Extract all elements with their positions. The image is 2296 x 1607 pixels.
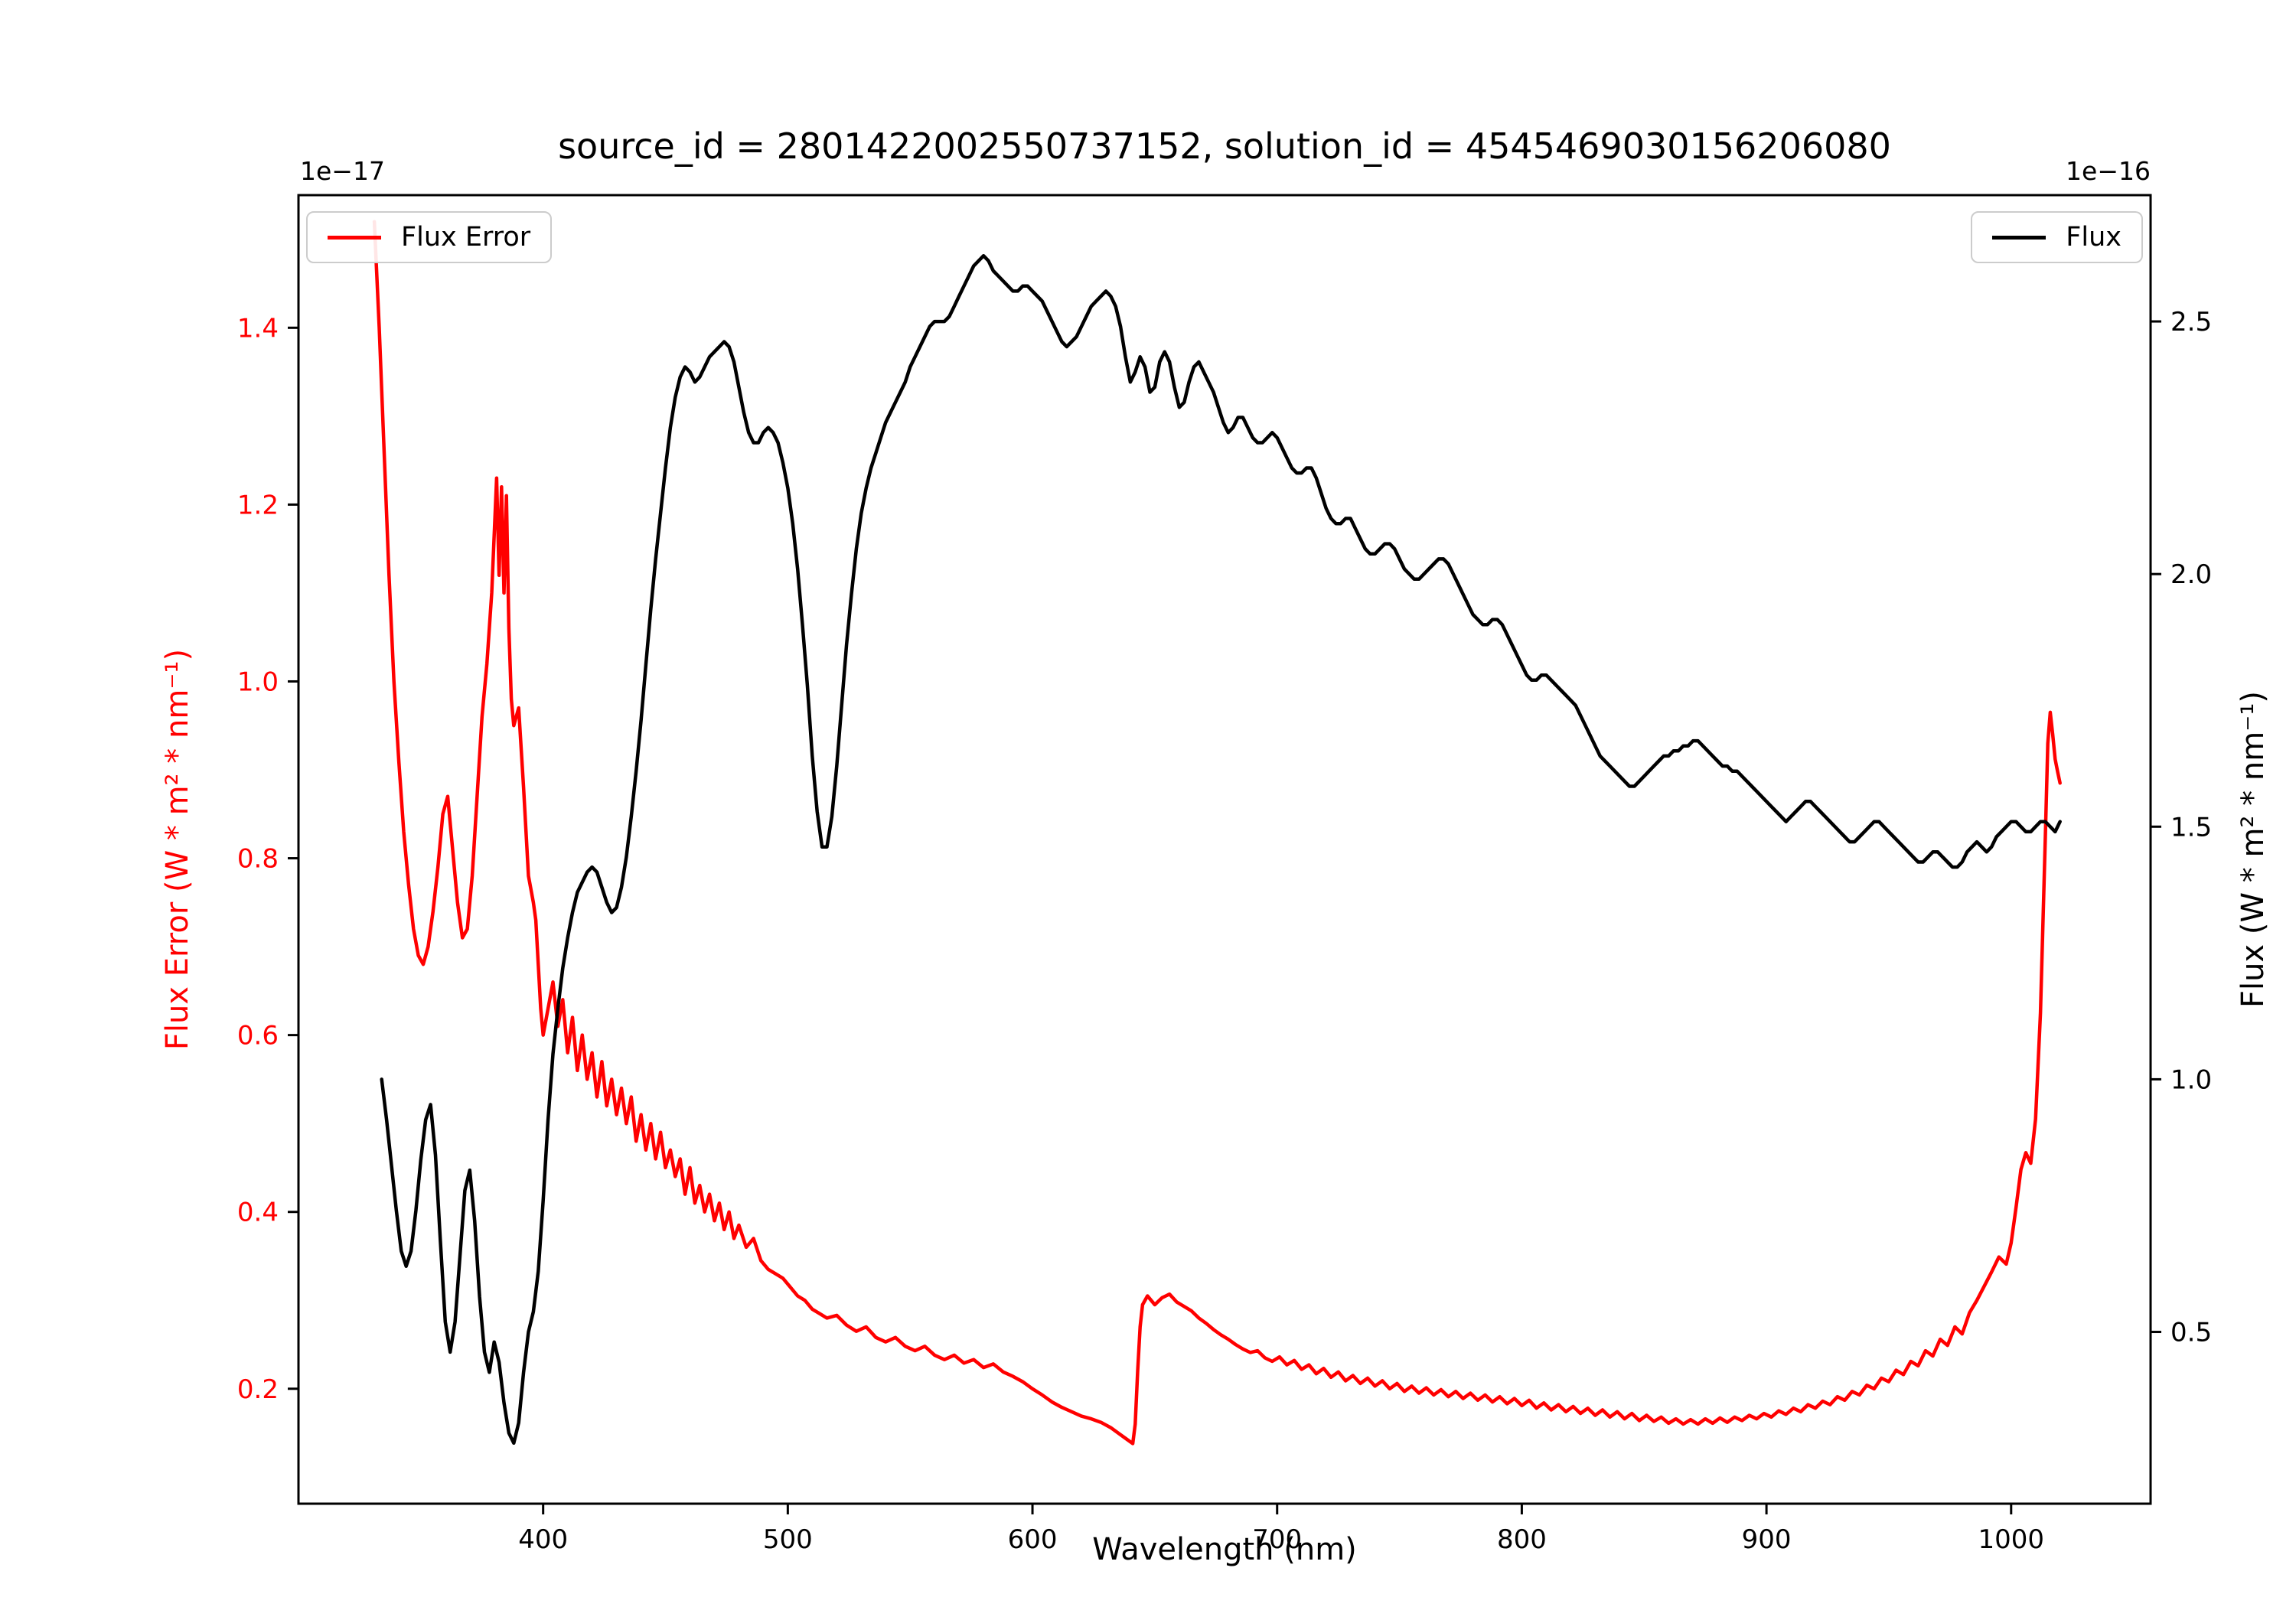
- flux-legend-line-icon: [1992, 235, 2047, 240]
- right-tick-label: 1.0: [2170, 1064, 2212, 1095]
- x-tick-label: 600: [1008, 1524, 1058, 1555]
- legend-flux: Flux: [1971, 211, 2143, 263]
- flux-error-legend-label: Flux Error: [401, 222, 531, 253]
- left-tick-label: 1.0: [237, 667, 279, 697]
- right-tick-label: 2.5: [2170, 307, 2212, 337]
- flux-error-legend-line-icon: [328, 235, 381, 240]
- right-tick-label: 2.0: [2170, 559, 2212, 590]
- left-tick-label: 0.8: [237, 844, 279, 875]
- left-tick-label: 1.4: [237, 313, 279, 344]
- x-tick-label: 400: [518, 1524, 568, 1555]
- left-y-axis-label: Flux Error (W * m² * nm⁻¹): [160, 648, 195, 1051]
- chart-title: source_id = 2801422002550737152, solutio…: [558, 125, 1891, 167]
- x-tick-label: 900: [1742, 1524, 1792, 1555]
- left-tick-label: 0.6: [237, 1021, 279, 1051]
- legend-flux-error: Flux Error: [306, 211, 553, 263]
- plot-border: [297, 194, 2152, 1505]
- left-tick-label: 0.2: [237, 1374, 279, 1405]
- flux-line: [380, 253, 2062, 1446]
- right-y-axis-label: Flux (W * m² * nm⁻¹): [2236, 691, 2271, 1008]
- x-tick-label: 700: [1252, 1524, 1302, 1555]
- left-axis-offset-text: 1e−17: [300, 156, 385, 186]
- x-axis-label: Wavelength (nm): [1092, 1532, 1357, 1567]
- right-tick-label: 0.5: [2170, 1318, 2212, 1348]
- x-tick-label: 800: [1497, 1524, 1547, 1555]
- right-tick-label: 1.5: [2170, 812, 2212, 843]
- left-tick-label: 0.4: [237, 1198, 279, 1228]
- flux-legend-label: Flux: [2066, 222, 2122, 253]
- x-tick-label: 500: [763, 1524, 813, 1555]
- left-tick-label: 1.2: [237, 490, 279, 520]
- flux-error-line: [372, 220, 2062, 1446]
- right-axis-offset-text: 1e−16: [2066, 156, 2151, 186]
- x-tick-label: 1000: [1978, 1524, 2045, 1555]
